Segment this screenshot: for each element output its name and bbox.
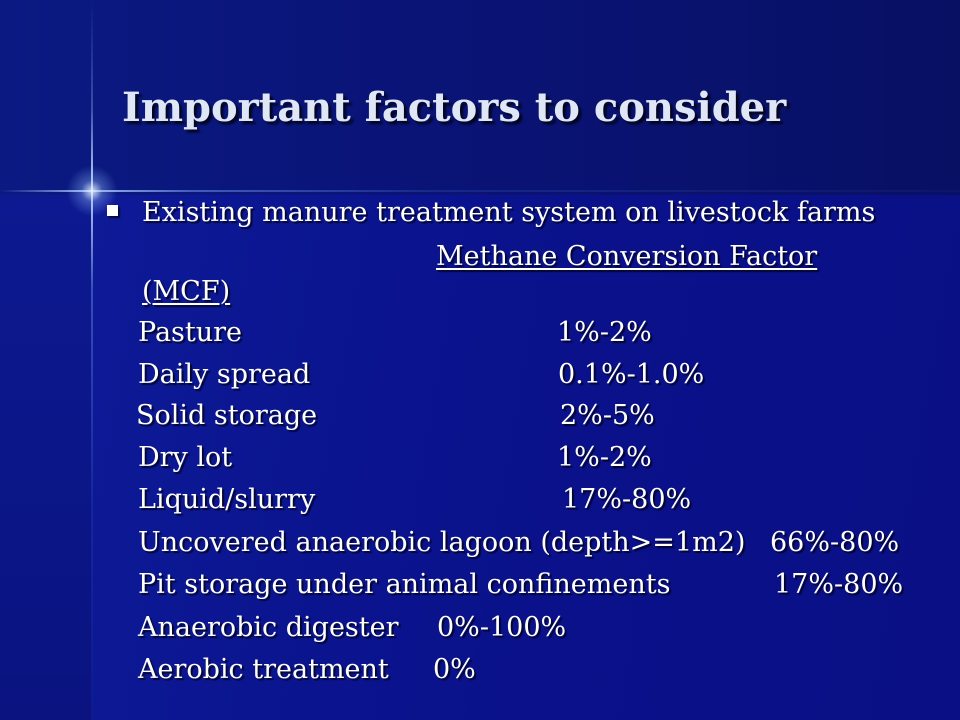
row-mcf-solid-storage: 2%-5% <box>560 400 655 431</box>
column-header-line2: (MCF) <box>142 276 231 307</box>
row-mcf-pit-storage: 17%-80% <box>774 569 904 600</box>
column-header-line1: Methane Conversion Factor <box>436 241 818 272</box>
row-mcf-pasture: 1%-2% <box>557 317 652 348</box>
row-mcf-liquid-slurry: 17%-80% <box>562 484 692 515</box>
row-system-pasture: Pasture <box>138 317 243 348</box>
bullet-square-icon <box>107 205 118 216</box>
row-system-anaerobic-digester: Anaerobic digester <box>138 612 399 643</box>
row-system-daily-spread: Daily spread <box>138 359 311 390</box>
row-mcf-anaerobic-digester: 0%-100% <box>437 612 567 643</box>
row-system-dry-lot: Dry lot <box>138 442 233 473</box>
row-system-liquid-slurry: Liquid/slurry <box>138 484 316 515</box>
row-system-pit-storage: Pit storage under animal confinements <box>138 569 671 600</box>
row-mcf-aerobic-treatment: 0% <box>433 654 476 685</box>
row-mcf-daily-spread: 0.1%-1.0% <box>558 359 705 390</box>
bullet-text: Existing manure treatment system on live… <box>142 197 876 228</box>
row-mcf-uncovered-lagoon: 66%-80% <box>770 527 900 558</box>
row-mcf-dry-lot: 1%-2% <box>557 442 652 473</box>
left-strip <box>0 195 92 720</box>
row-system-uncovered-lagoon: Uncovered anaerobic lagoon (depth>=1m2) <box>138 527 746 558</box>
row-system-solid-storage: Solid storage <box>136 400 318 431</box>
slide-title: Important factors to consider <box>122 84 787 131</box>
row-system-aerobic-treatment: Aerobic treatment <box>138 654 389 685</box>
flare-vertical-line <box>91 0 93 720</box>
header-band <box>0 0 960 195</box>
flare-horizontal-line <box>0 190 960 192</box>
